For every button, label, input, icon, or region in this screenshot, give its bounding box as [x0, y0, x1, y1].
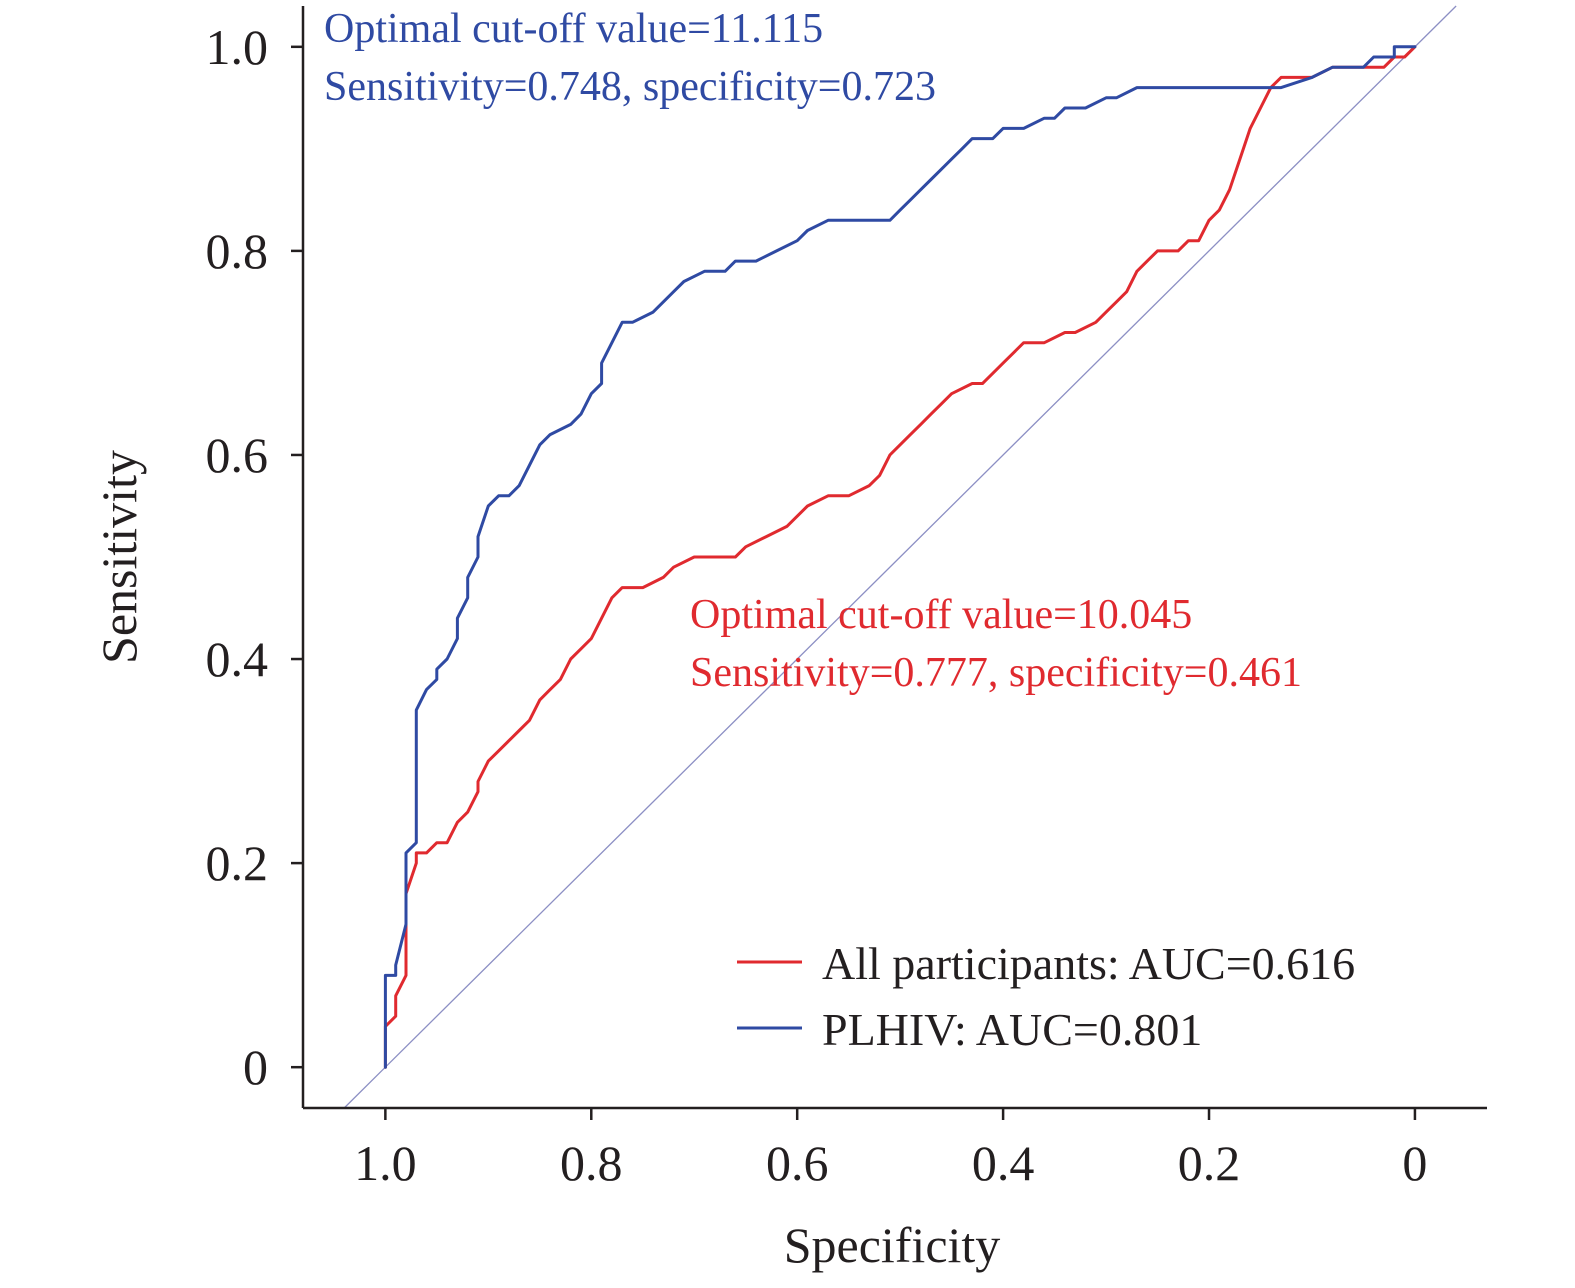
x-tick-label: 0.6: [766, 1135, 829, 1191]
x-tick-label: 1.0: [354, 1135, 417, 1191]
y-tick-label: 0: [243, 1039, 268, 1095]
x-axis-label: Specificity: [784, 1217, 1001, 1273]
annotation-sensitivity-label: Sensitivity=0.748, specificity=0.723: [324, 64, 936, 110]
x-tick-label: 0: [1402, 1135, 1427, 1191]
y-tick-label: 0.6: [206, 427, 269, 483]
legend: All participants: AUC=0.616 PLHIV: AUC=0.…: [737, 938, 1355, 1055]
annotations: Optimal cut-off value=11.115 Sensitivity=…: [324, 6, 1302, 696]
y-tick-label: 0.2: [206, 835, 269, 891]
x-tick-label: 0.4: [972, 1135, 1035, 1191]
axes: 0 0.2 0.4 0.6 0.8 1.0 1.0 0.8 0.6 0.4 0.2 0: [206, 6, 1487, 1191]
series-line-plhiv: [383, 45, 1417, 1069]
series-line-all-participants: [383, 45, 1417, 1069]
x-tick-label: 0.8: [560, 1135, 623, 1191]
y-tick-label: 0.4: [206, 631, 269, 687]
reference-diagonal-line: [343, 5, 1457, 1109]
legend-label: All participants: AUC=0.616: [822, 938, 1355, 989]
annotation-cutoff-label: Optimal cut-off value=10.045: [690, 592, 1192, 638]
annotation-sensitivity-label: Sensitivity=0.777, specificity=0.461: [690, 650, 1302, 696]
x-tick-label: 0.2: [1178, 1135, 1241, 1191]
plot-area: [343, 5, 1457, 1109]
legend-label: PLHIV: AUC=0.801: [822, 1004, 1202, 1055]
y-tick-label: 1.0: [206, 19, 269, 75]
y-tick-label: 0.8: [206, 223, 269, 279]
y-axis-label: Sensitivity: [91, 450, 147, 664]
annotation-cutoff-label: Optimal cut-off value=11.115: [324, 6, 823, 52]
